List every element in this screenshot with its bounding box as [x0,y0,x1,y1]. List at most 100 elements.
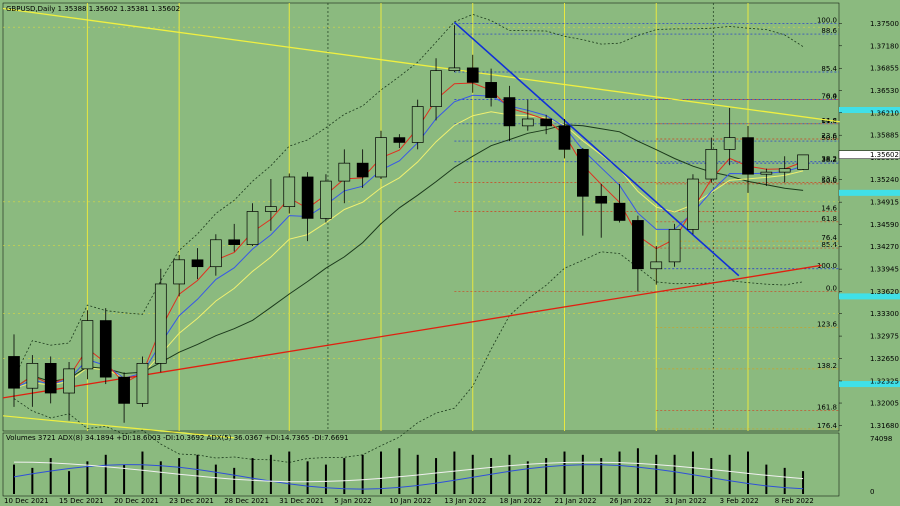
candle-body [723,137,736,150]
time-tick-label: 18 Jan 2022 [499,497,541,505]
candle-body [320,180,332,219]
candle [136,356,149,407]
candle-body [650,261,663,270]
fib-level-label: 0.0 [826,285,837,293]
price-tick-label: 1.33945 [870,266,899,274]
candle [356,149,369,189]
fib-level-label: 50.0 [821,177,837,185]
adx-line-white [13,461,804,483]
candle [742,125,754,193]
fib-level-label: 138.2 [817,362,837,370]
volume-max-label: 74098 [870,435,892,443]
price-tick-label: 1.37500 [870,20,899,28]
fib-level-label: 76.4 [821,93,837,101]
candle-body [687,178,699,230]
candle-body [595,195,608,204]
fib-level-label: 38.2 [821,156,837,164]
candle [375,130,387,180]
volume-panel-frame [2,432,840,497]
fib-level-label: 23.6 [821,175,837,183]
candle [81,310,94,380]
candle-body [705,148,718,180]
candle-body [742,137,754,175]
candle-body [466,67,479,83]
time-tick-label: 3 Feb 2022 [720,497,759,505]
candle [687,174,699,235]
candle-body [632,220,644,270]
highlight-level-marker [839,189,900,196]
candle-body [191,259,204,268]
fib-level-label: 176.4 [817,422,838,430]
price-tick-label: 1.35240 [870,176,899,184]
candle-body [338,162,351,182]
candle-body [81,320,94,370]
fib-level-label: 38.2 [821,155,837,163]
price-tick-label: 1.35885 [870,132,899,140]
price-tick-label: 1.31680 [870,422,899,430]
candle-body [503,97,516,127]
price-panel-frame [2,2,840,432]
candle [558,118,571,159]
time-tick-label: 10 Jan 2022 [389,497,431,505]
candle-body [411,106,424,143]
lower-band [13,251,804,463]
candle-body [8,356,20,389]
fib-level-label: 76.4 [821,234,837,242]
candle [118,372,130,423]
price-tick-label: 1.33300 [870,310,899,318]
candle-body [118,376,130,404]
candle [503,85,516,142]
candle-body [154,283,167,364]
fib-level-label: 50.0 [821,134,837,142]
candles [8,25,809,423]
candle [576,147,589,236]
candle [595,183,608,238]
fib-level-label: 61.8 [821,215,837,223]
candle [466,54,479,93]
candle-body [613,202,626,221]
candle [63,361,75,421]
candle-body [485,82,497,98]
bollinger-bands [13,13,804,463]
time-axis: 10 Dec 2021 15 Dec 2021 20 Dec 2021 23 Dec … [4,497,814,505]
candle-body [521,118,534,127]
candle-body [760,171,773,175]
price-tick-label: 1.34270 [870,243,899,251]
price-tick-label: 1.32975 [870,333,899,341]
candle-body [283,176,296,207]
price-tick-label: 1.37180 [870,42,899,50]
candle [265,179,277,231]
candle [173,254,185,297]
fib-level-label: 14.6 [821,204,837,212]
price-tick-label: 1.34590 [870,221,899,229]
candle-body [558,125,571,150]
time-tick-label: 5 Jan 2022 [334,497,372,505]
candle [99,308,112,385]
vertical-lines [86,3,749,431]
candle-body [63,368,75,394]
fib-level-label: 123.6 [817,320,838,328]
candle [448,25,461,73]
highlight-level-marker [839,381,900,388]
candle [26,355,39,407]
time-tick-label: 10 Dec 2021 [4,497,49,505]
candle [411,99,424,150]
candle [430,58,442,121]
time-tick-label: 15 Dec 2021 [59,497,104,505]
candle [778,156,791,183]
volume-bars: 74098 0 [13,435,892,496]
candle [760,168,773,186]
time-tick-label: 13 Jan 2022 [444,497,486,505]
chart-header: GBPUSD,Daily 1.35388 1.35602 1.35381 1.3… [6,5,180,13]
time-tick-label: 20 Dec 2021 [114,497,159,505]
candle-body [173,259,185,285]
time-tick-label: 8 Feb 2022 [775,497,814,505]
candle [44,356,57,404]
candle [485,68,497,107]
volume-zero-label: 0 [870,488,874,496]
candle-body [26,362,39,389]
price-tick-label: 1.33620 [870,288,899,296]
upper-band [13,13,804,378]
candle-body [265,206,277,212]
